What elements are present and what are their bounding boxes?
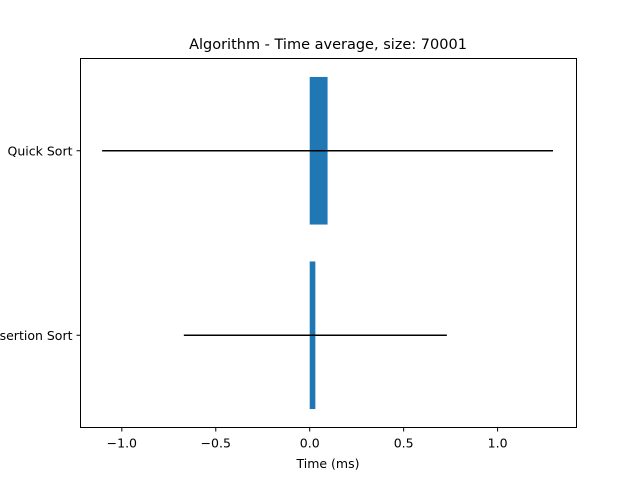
x-tick-label-1: −0.5 bbox=[201, 436, 231, 451]
x-axis: −1.0 −0.5 0.0 0.5 1.0 bbox=[107, 427, 508, 451]
x-tick-label-0: −1.0 bbox=[107, 436, 137, 451]
axes-frame bbox=[80, 58, 577, 428]
y-tick-label-0: Quick Sort bbox=[8, 143, 73, 158]
y-axis: Quick Sort Insertion Sort bbox=[0, 143, 81, 343]
x-axis-label: Time (ms) bbox=[295, 456, 359, 471]
chart-title: Algorithm - Time average, size: 70001 bbox=[189, 37, 467, 53]
x-tick-label-4: 1.0 bbox=[488, 436, 508, 451]
x-tick-label-2: 0.0 bbox=[300, 436, 320, 451]
x-tick-label-3: 0.5 bbox=[394, 436, 414, 451]
plot-area bbox=[102, 76, 554, 410]
y-tick-label-1: Insertion Sort bbox=[0, 328, 73, 343]
